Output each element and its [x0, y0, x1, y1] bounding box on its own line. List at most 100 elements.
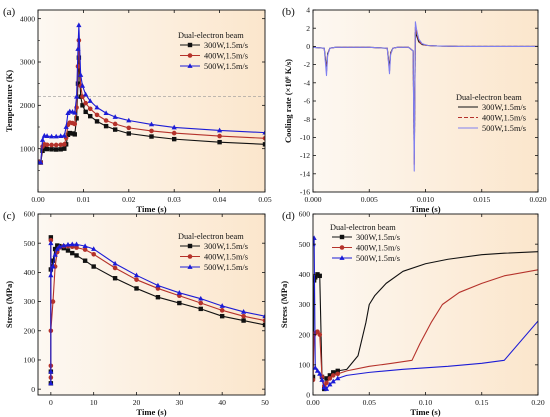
data-point: [172, 136, 177, 142]
data-point: [177, 300, 182, 306]
panel-label-d: (d): [282, 210, 295, 222]
data-point: [112, 276, 118, 281]
y-tick-label: 2: [306, 24, 310, 33]
panel-b: 0.000 0.005 0.010 0.015 0.020 -16 -14 -12 -10 -8 -…: [283, 6, 547, 214]
data-point: [53, 147, 59, 152]
data-point: [44, 133, 50, 138]
data-point: [91, 264, 96, 269]
legend-entry: 500W,1.5m/s: [204, 62, 248, 71]
data-point: [94, 112, 100, 118]
data-point: [91, 251, 96, 257]
data-point: [83, 100, 88, 106]
data-point: [38, 158, 41, 164]
legend-title: Dual-electron beam: [456, 93, 522, 102]
data-point: [327, 373, 333, 378]
data-point: [313, 377, 316, 383]
y-axis-label: Stress (MPa): [4, 281, 14, 328]
data-point: [50, 299, 56, 304]
x-tick-label: 0.005: [361, 195, 378, 204]
data-point: [317, 371, 323, 376]
y-tick-label: -10: [300, 133, 310, 142]
data-point: [313, 235, 317, 241]
data-point: [72, 109, 78, 115]
data-point: [44, 146, 50, 152]
y-tick-label: 300: [299, 300, 311, 309]
legend-entry: 300W,1.5m/s: [482, 103, 526, 112]
data-point: [74, 253, 79, 258]
y-tick-label: -16: [300, 188, 310, 197]
data-point: [262, 142, 265, 147]
data-point: [61, 132, 67, 138]
legend-title: Dual-electron beam: [178, 232, 244, 241]
data-point: [80, 103, 85, 108]
plot-frame: [37, 213, 266, 396]
x-tick-label: 20: [133, 398, 141, 407]
data-point: [48, 380, 54, 386]
data-point: [76, 22, 82, 28]
plot-frame: [37, 9, 266, 193]
data-point: [313, 365, 318, 370]
data-point: [103, 110, 109, 116]
data-point: [262, 129, 265, 135]
data-point: [219, 308, 225, 313]
y-tick-label: 0: [31, 385, 35, 394]
data-point: [72, 132, 77, 137]
data-point: [74, 116, 79, 121]
data-point: [65, 241, 71, 247]
data-point: [217, 127, 223, 133]
data-point: [87, 106, 93, 112]
data-point: [262, 318, 265, 323]
data-point: [48, 235, 54, 240]
data-point: [112, 127, 118, 132]
data-point: [198, 300, 204, 306]
y-tick-label: -8: [304, 115, 311, 124]
x-tick-label: 0.15: [475, 398, 488, 407]
y-tick-label: -6: [304, 97, 311, 106]
data-point: [317, 273, 322, 279]
legend-entry: 300W,1.5m/s: [204, 242, 248, 251]
data-point: [49, 147, 54, 152]
series-line: [313, 21, 538, 172]
data-point: [65, 248, 71, 253]
legend-entry: 300W,1.5m/s: [204, 41, 248, 50]
data-point: [44, 142, 50, 148]
x-tick-label: 0.015: [473, 195, 490, 204]
data-point: [61, 242, 67, 248]
data-point: [70, 131, 75, 136]
data-point: [39, 137, 46, 142]
x-tick-label: 0.05: [258, 195, 271, 204]
y-tick-label: 100: [24, 356, 36, 365]
x-axis-label: Time (s): [136, 204, 166, 214]
y-tick-label: -14: [300, 169, 310, 178]
data-point: [112, 121, 118, 127]
y-axis-label: Temperature (K): [4, 70, 14, 132]
data-point: [126, 125, 132, 131]
data-point: [323, 386, 330, 391]
data-point: [79, 83, 86, 88]
legend-marker: [187, 264, 193, 269]
y-tick-label: 4: [306, 6, 310, 15]
data-point: [112, 265, 118, 271]
data-point: [42, 146, 47, 151]
x-tick-label: 0: [49, 398, 53, 407]
y-tick-label: -12: [300, 151, 310, 160]
x-tick-label: 0.03: [168, 195, 181, 204]
data-point: [335, 375, 341, 381]
data-point: [149, 134, 154, 139]
series-3: [313, 21, 538, 172]
y-tick-label: 400: [299, 270, 311, 279]
panel-label-a: (a): [3, 6, 16, 18]
x-axis-label: Time (s): [136, 407, 166, 417]
data-point: [48, 272, 54, 278]
legend-entry: 400W,1.5m/s: [482, 114, 526, 123]
data-point: [331, 370, 336, 375]
x-tick-label: 0.04: [213, 195, 226, 204]
y-tick-label: 100: [299, 360, 311, 369]
data-point: [52, 246, 58, 252]
data-point: [126, 131, 131, 136]
legend-title: Dual-electron beam: [330, 223, 396, 232]
x-tick-label: 40: [218, 398, 226, 407]
